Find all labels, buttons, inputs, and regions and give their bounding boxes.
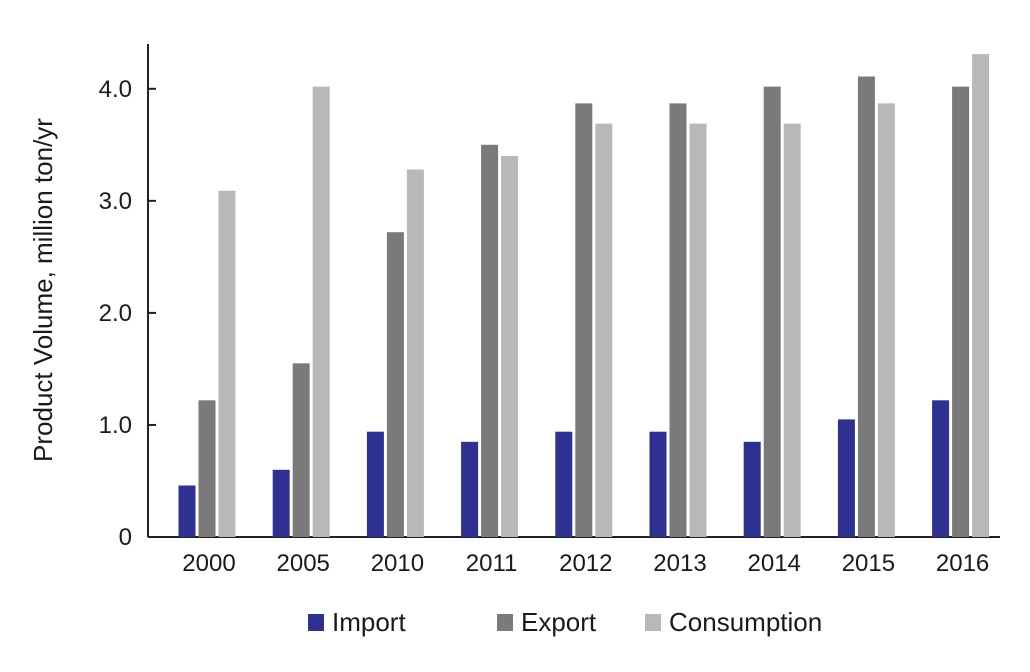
bar-import-2011 bbox=[461, 441, 479, 537]
bar-consumption-2016 bbox=[972, 54, 990, 537]
bar-export-2011 bbox=[481, 144, 499, 538]
y-tick-label: 0 bbox=[119, 524, 132, 551]
bar-export-2013 bbox=[669, 103, 687, 538]
y-axis-title: Product Volume, million ton/yr bbox=[28, 118, 58, 462]
bar-consumption-2014 bbox=[783, 123, 801, 537]
x-tick-label: 2012 bbox=[559, 550, 612, 577]
legend-label-import: Import bbox=[332, 607, 406, 637]
bar-export-2014 bbox=[763, 86, 781, 537]
legend-label-consumption: Consumption bbox=[669, 607, 822, 637]
bar-consumption-2005 bbox=[312, 86, 330, 537]
bar-consumption-2015 bbox=[877, 103, 895, 538]
legend-swatch-consumption bbox=[645, 614, 661, 631]
bar-import-2016 bbox=[932, 400, 950, 537]
bar-export-2015 bbox=[857, 76, 875, 537]
legend-swatch-import bbox=[308, 614, 324, 631]
bar-export-2010 bbox=[386, 232, 404, 537]
x-tick-label: 2005 bbox=[277, 550, 330, 577]
x-tick-label: 2014 bbox=[748, 550, 801, 577]
bar-consumption-2011 bbox=[501, 156, 519, 537]
legend-label-export: Export bbox=[521, 607, 597, 637]
y-tick-label: 1.0 bbox=[99, 412, 132, 439]
x-tick-label: 2010 bbox=[371, 550, 424, 577]
x-tick-label: 2011 bbox=[466, 550, 518, 577]
bar-import-2015 bbox=[837, 419, 855, 537]
y-tick-label: 2.0 bbox=[99, 300, 132, 327]
bar-import-2010 bbox=[366, 431, 384, 537]
x-tick-label: 2000 bbox=[182, 550, 235, 577]
y-tick-label: 4.0 bbox=[99, 76, 132, 103]
bar-consumption-2010 bbox=[406, 169, 424, 537]
bar-consumption-2012 bbox=[595, 123, 613, 537]
bar-import-2005 bbox=[272, 469, 290, 537]
bars bbox=[178, 54, 990, 538]
x-tick-label: 2013 bbox=[653, 550, 706, 577]
bar-import-2014 bbox=[743, 441, 761, 537]
bar-import-2012 bbox=[555, 431, 573, 537]
bar-export-2012 bbox=[575, 103, 593, 538]
y-axis-title-group: Product Volume, million ton/yr bbox=[28, 118, 58, 462]
legend-swatch-export bbox=[497, 614, 513, 631]
y-tick-label: 3.0 bbox=[99, 188, 132, 215]
bar-consumption-2000 bbox=[218, 190, 236, 538]
bar-export-2005 bbox=[292, 363, 310, 537]
bar-export-2000 bbox=[198, 400, 216, 537]
x-tick-label: 2015 bbox=[842, 550, 895, 577]
bar-import-2000 bbox=[178, 485, 196, 537]
bar-consumption-2013 bbox=[689, 123, 707, 537]
bar-import-2013 bbox=[649, 431, 667, 537]
x-tick-label: 2016 bbox=[936, 550, 989, 577]
legend: Import Export Consumption bbox=[308, 607, 822, 637]
bar-export-2016 bbox=[952, 86, 970, 537]
y-ticks: 0 1.0 2.0 3.0 4.0 bbox=[99, 76, 156, 551]
x-ticks: 2000 2005 2010 2011 2012 2013 2014 2015 2016 bbox=[182, 550, 989, 577]
